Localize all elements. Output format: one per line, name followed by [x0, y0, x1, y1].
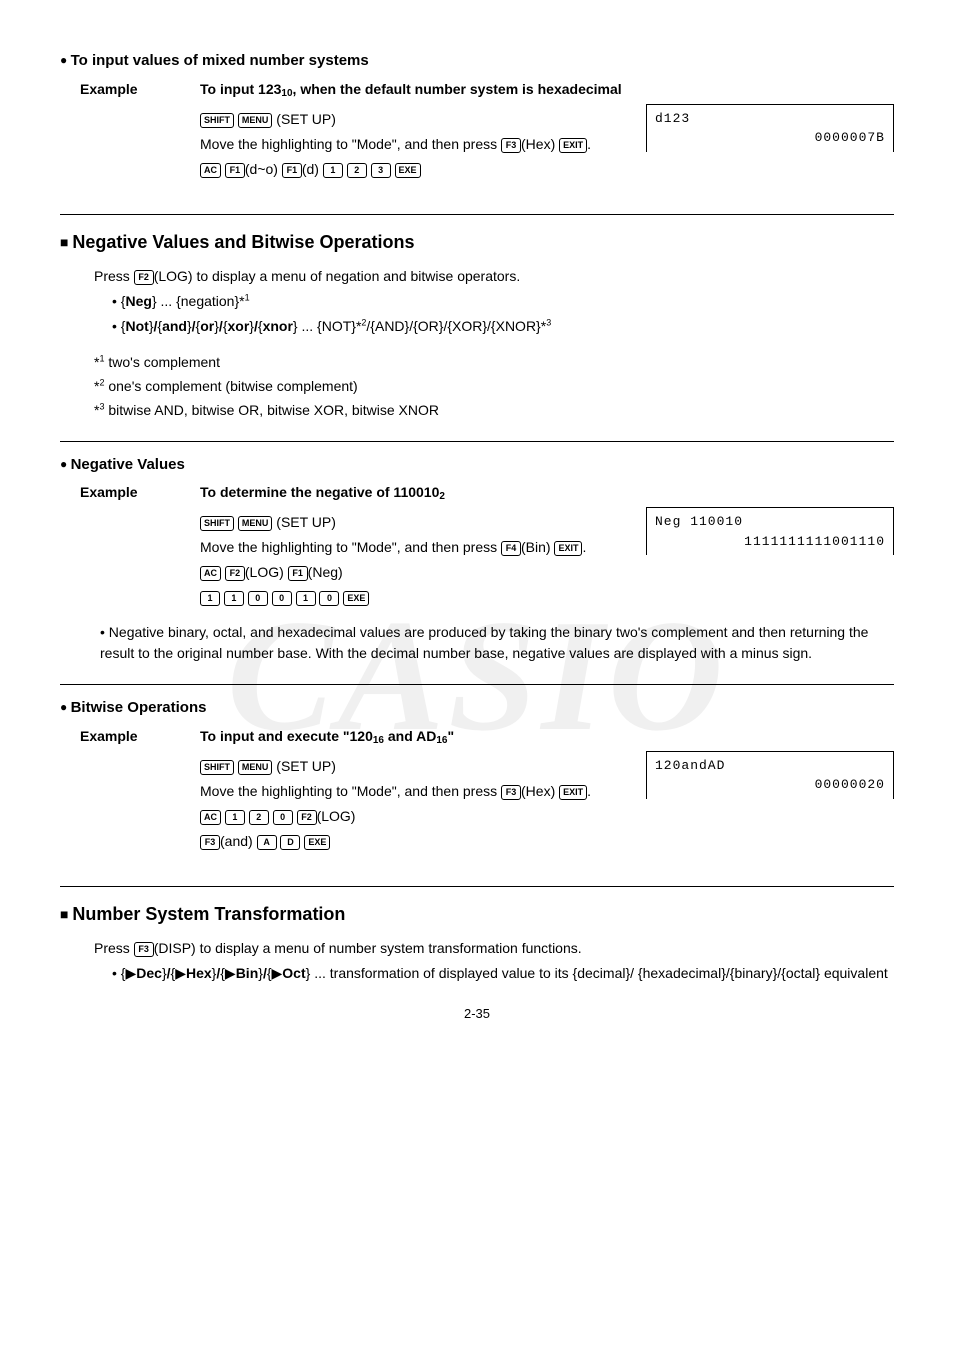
key-f1: F1	[225, 163, 245, 178]
key-exe: EXE	[304, 835, 330, 850]
key-menu: MENU	[238, 760, 273, 775]
key-d: D	[280, 835, 300, 850]
step: F3(and) A D EXE	[200, 831, 894, 852]
key-f2: F2	[134, 270, 154, 285]
display-line1: d123	[655, 109, 885, 129]
key-2: 2	[249, 810, 269, 825]
heading-bitwise-ops: Bitwise Operations	[60, 697, 894, 720]
step: 1 1 0 0 1 0 EXE	[200, 587, 894, 608]
key-exit: EXIT	[554, 541, 582, 556]
key-0: 0	[273, 810, 293, 825]
example-label: Example	[80, 79, 200, 101]
heading-neg-bitwise: Negative Values and Bitwise Operations	[60, 229, 894, 256]
key-0: 0	[319, 591, 339, 606]
key-3: 3	[371, 163, 391, 178]
key-f1: F1	[282, 163, 302, 178]
divider	[60, 684, 894, 685]
display-line2: 00000020	[655, 775, 885, 795]
display-line2: 1111111111001110	[655, 532, 885, 552]
example-title: To input 12310, when the default number …	[200, 79, 622, 101]
key-f3: F3	[501, 785, 521, 800]
step: AC F1(d~o) F1(d) 1 2 3 EXE	[200, 159, 894, 180]
calc-display: 120andAD 00000020	[646, 751, 894, 799]
intro-text: Press F3(DISP) to display a menu of numb…	[94, 938, 894, 959]
key-exe: EXE	[395, 163, 421, 178]
key-ac: AC	[200, 566, 221, 581]
key-1: 1	[200, 591, 220, 606]
page-number: 2-35	[60, 1004, 894, 1024]
key-0: 0	[248, 591, 268, 606]
example-label: Example	[80, 482, 200, 504]
key-1: 1	[225, 810, 245, 825]
list-item: {▶Dec}/{▶Hex}/{▶Bin}/{▶Oct} ... transfor…	[112, 963, 894, 984]
key-exit: EXIT	[559, 785, 587, 800]
display-line1: 120andAD	[655, 756, 885, 776]
key-1: 1	[323, 163, 343, 178]
key-f3: F3	[200, 835, 220, 850]
key-ac: AC	[200, 810, 221, 825]
heading-neg-values: Negative Values	[60, 454, 894, 477]
key-f3: F3	[501, 138, 521, 153]
key-menu: MENU	[238, 516, 273, 531]
key-f2: F2	[225, 566, 245, 581]
key-shift: SHIFT	[200, 113, 234, 128]
key-exit: EXIT	[559, 138, 587, 153]
divider	[60, 214, 894, 215]
note: Negative binary, octal, and hexadecimal …	[100, 622, 894, 664]
list-item: {Neg} ... {negation}*1	[112, 291, 894, 312]
list-item: {Not}/{and}/{or}/{xor}/{xnor} ... {NOT}*…	[112, 316, 894, 337]
key-2: 2	[347, 163, 367, 178]
key-1: 1	[224, 591, 244, 606]
divider	[60, 886, 894, 887]
key-ac: AC	[200, 163, 221, 178]
key-a: A	[257, 835, 277, 850]
heading-num-sys-transform: Number System Transformation	[60, 901, 894, 928]
step: AC 1 2 0 F2(LOG)	[200, 806, 894, 827]
key-f1: F1	[288, 566, 308, 581]
key-f4: F4	[501, 541, 521, 556]
intro-text: Press F2(LOG) to display a menu of negat…	[94, 266, 894, 287]
step: AC F2(LOG) F1(Neg)	[200, 562, 894, 583]
display-line2: 0000007B	[655, 128, 885, 148]
divider	[60, 441, 894, 442]
key-f3: F3	[134, 942, 154, 957]
heading-mixed-input: To input values of mixed number systems	[60, 50, 894, 73]
key-shift: SHIFT	[200, 760, 234, 775]
footnote: *1 two's complement	[94, 352, 894, 373]
key-shift: SHIFT	[200, 516, 234, 531]
example-title: To determine the negative of 1100102	[200, 482, 445, 504]
key-exe: EXE	[343, 591, 369, 606]
key-f2: F2	[297, 810, 317, 825]
key-menu: MENU	[238, 113, 273, 128]
calc-display: Neg 110010 1111111111001110	[646, 507, 894, 555]
key-0: 0	[272, 591, 292, 606]
footnote: *2 one's complement (bitwise complement)	[94, 376, 894, 397]
example-label: Example	[80, 726, 200, 748]
calc-display: d123 0000007B	[646, 104, 894, 152]
key-1: 1	[296, 591, 316, 606]
example-title: To input and execute "12016 and AD16"	[200, 726, 454, 748]
footnote: *3 bitwise AND, bitwise OR, bitwise XOR,…	[94, 400, 894, 421]
display-line1: Neg 110010	[655, 512, 885, 532]
